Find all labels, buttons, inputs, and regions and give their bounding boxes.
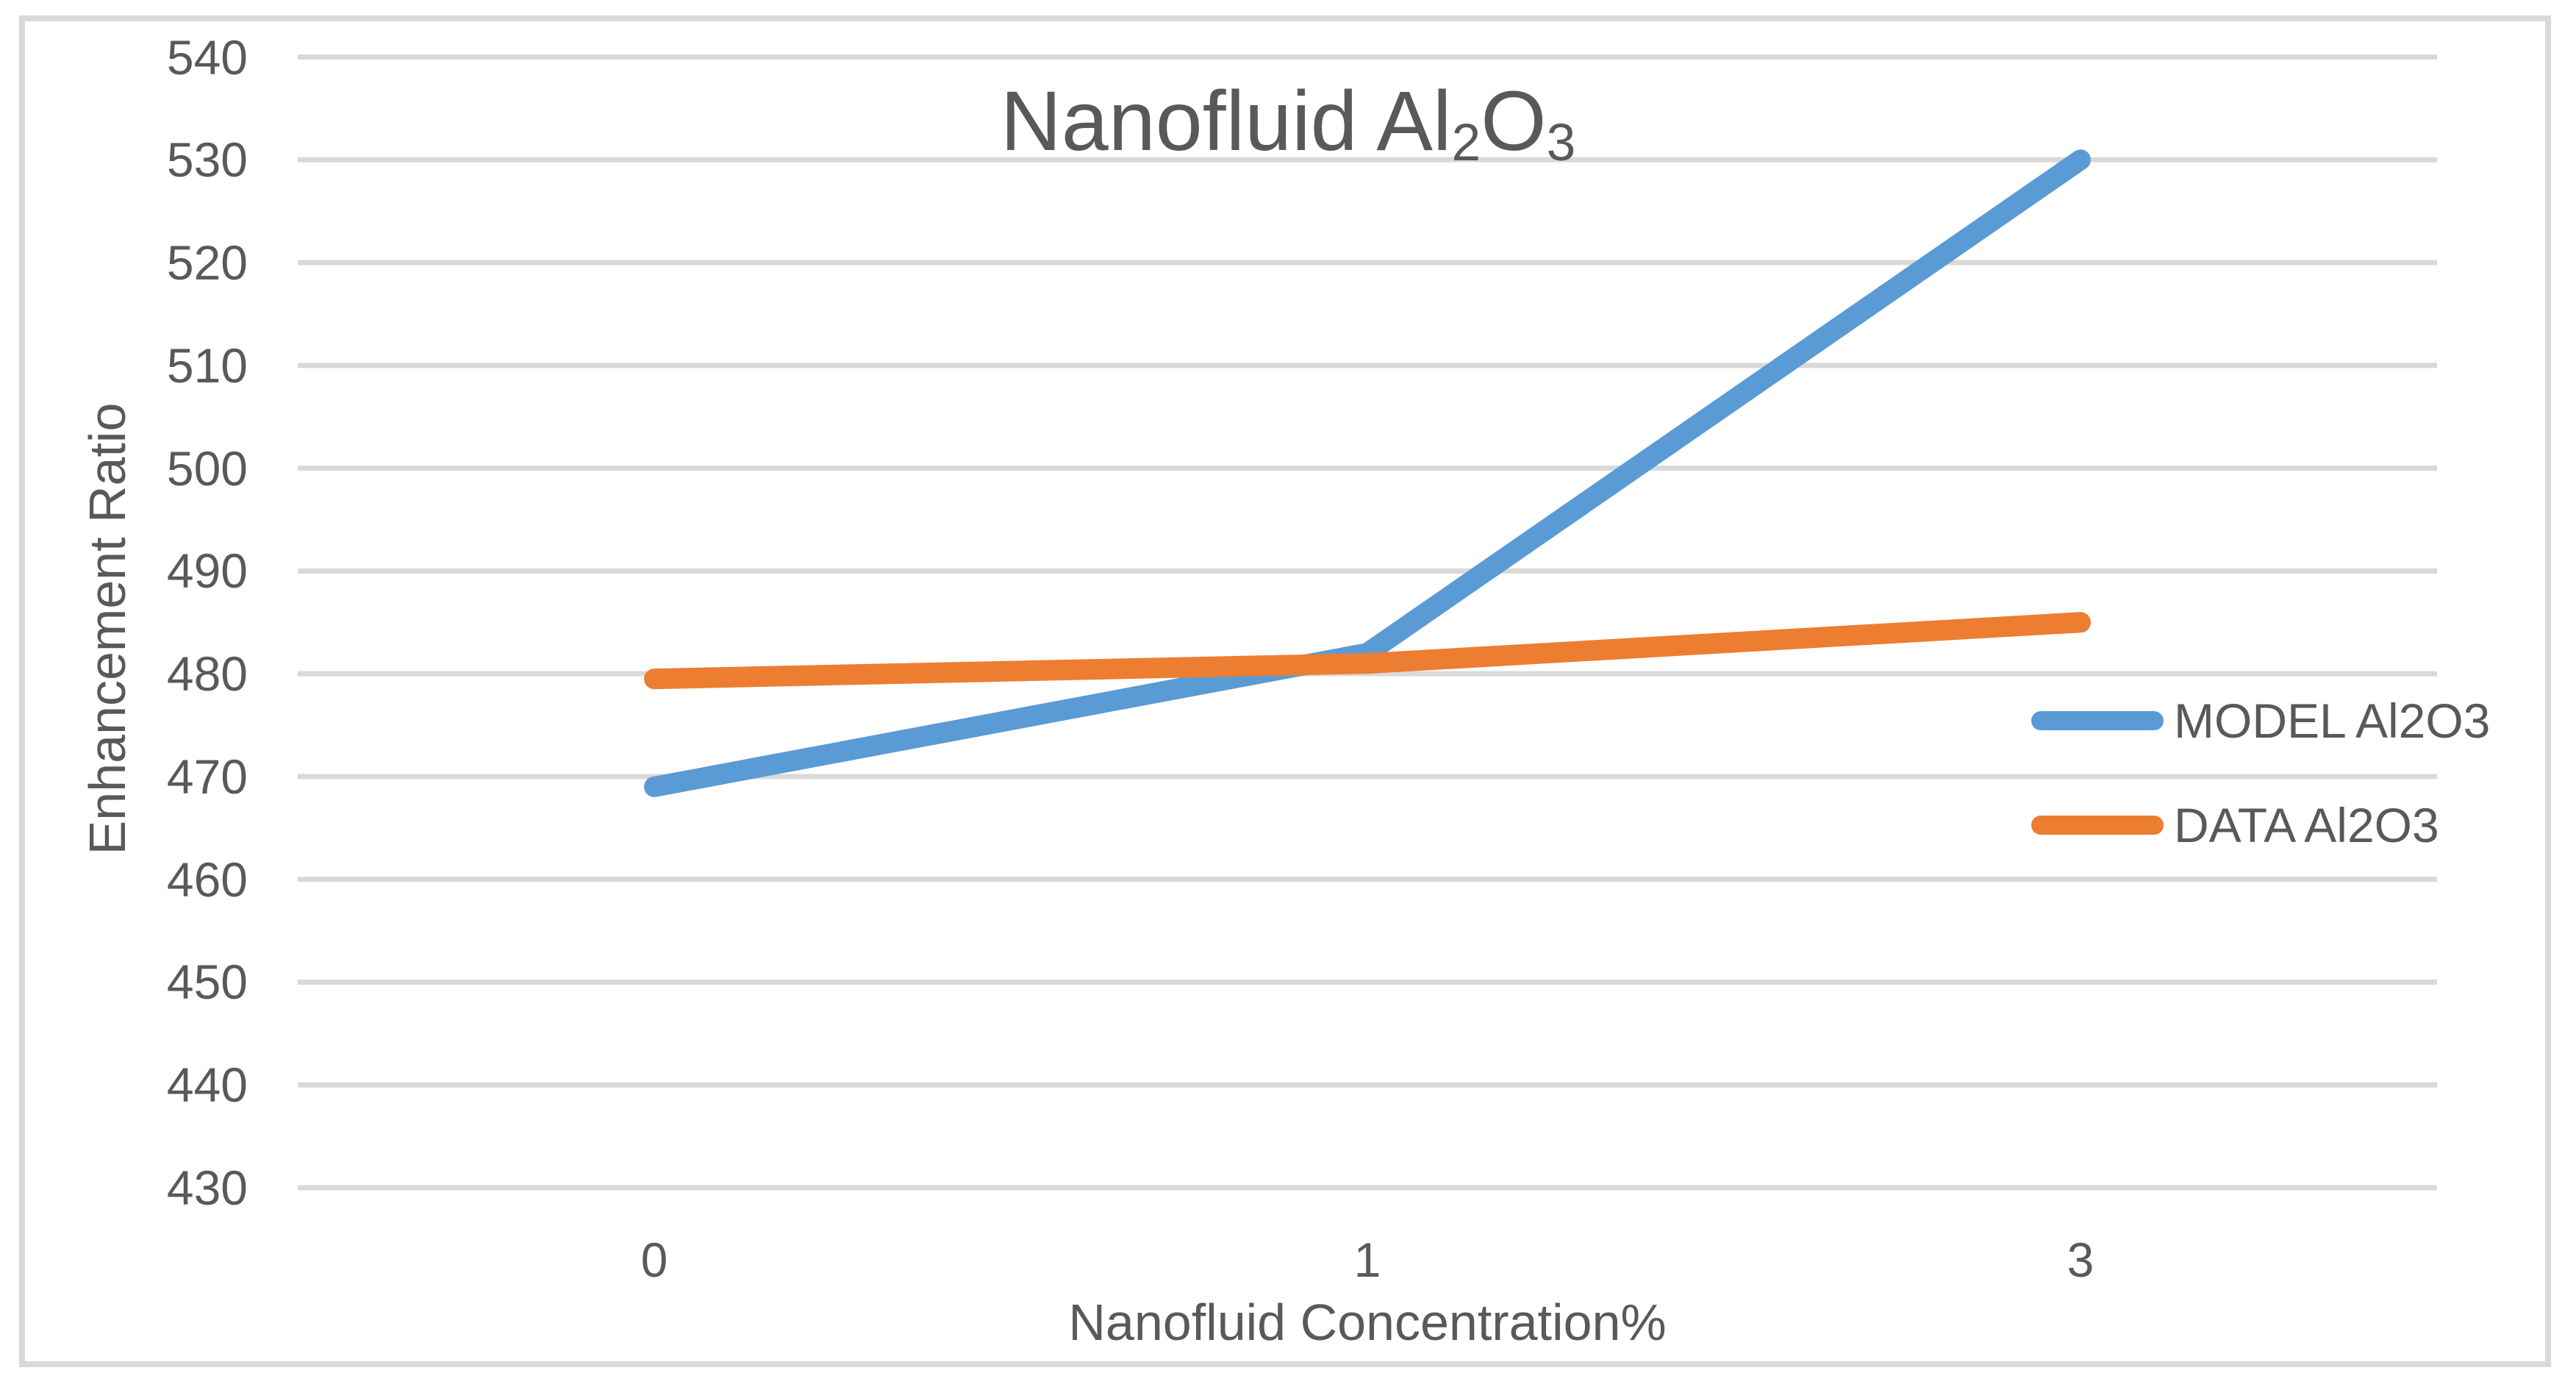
y-tick-label: 450 (166, 955, 248, 1010)
legend-label: MODEL Al2O3 (2174, 694, 2491, 748)
chart-title-subscript: 2 (1451, 113, 1481, 173)
legend-label: DATA Al2O3 (2174, 798, 2439, 852)
chart-title-subscript: 3 (1546, 113, 1576, 173)
chart-title-text: Nanofluid Al (1000, 74, 1452, 168)
legend-entry: DATA Al2O3 (2031, 797, 2439, 853)
x-tick-label: 3 (2067, 1233, 2094, 1287)
chart-title-text: O (1481, 74, 1547, 168)
y-tick-label: 490 (166, 543, 248, 599)
y-tick-label: 470 (166, 749, 248, 804)
y-tick-label: 540 (166, 29, 248, 85)
y-tick-label: 510 (166, 338, 248, 393)
x-axis-title: Nanofluid Concentration% (1068, 1294, 1667, 1351)
chart-border (19, 15, 2551, 1367)
y-tick-label: 480 (166, 646, 248, 702)
y-tick-label: 520 (166, 235, 248, 290)
y-tick-label: 440 (166, 1058, 248, 1113)
x-tick-label: 1 (1353, 1233, 1381, 1287)
legend-swatch (2031, 711, 2164, 730)
y-tick-label: 500 (166, 441, 248, 496)
y-tick-label: 530 (166, 132, 248, 188)
legend-swatch (2031, 816, 2164, 835)
legend-entry: MODEL Al2O3 (2031, 693, 2490, 749)
series-line-data-al2o3 (644, 612, 2091, 690)
y-tick-label: 430 (166, 1160, 248, 1215)
y-tick-label: 460 (166, 852, 248, 907)
chart-title: Nanofluid Al2O3 (0, 73, 2576, 170)
series-line-model-al2o3 (644, 149, 2091, 797)
x-tick-label: 0 (640, 1233, 668, 1287)
